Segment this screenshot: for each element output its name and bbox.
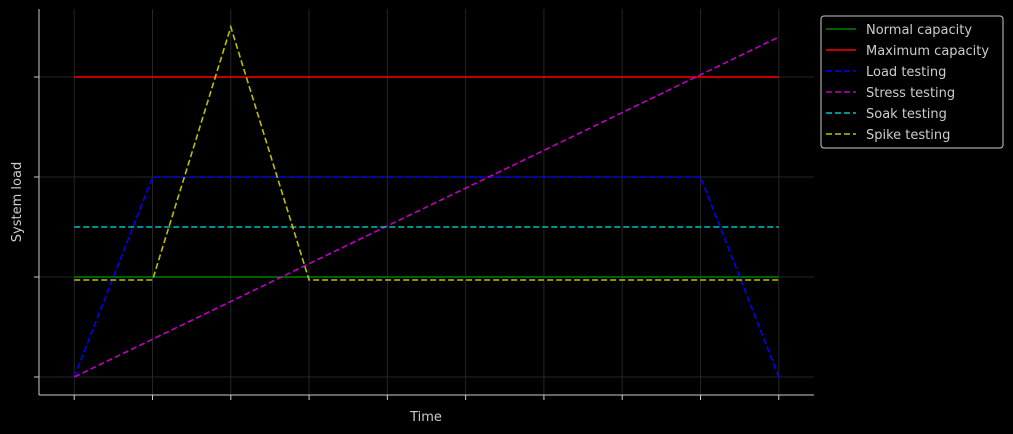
series-line-stress-testing	[73, 36, 780, 378]
legend-label-stress-testing: Stress testing	[866, 86, 955, 101]
legend: Normal capacity Maximum capacity Load test…	[820, 15, 1004, 149]
axes	[34, 9, 814, 400]
y-axis-label: System load	[10, 162, 25, 242]
legend-label-soak-testing: Soak testing	[866, 107, 947, 122]
legend-box	[820, 15, 1004, 149]
legend-label-maximum-capacity: Maximum capacity	[866, 44, 989, 59]
series-line-load-testing	[73, 176, 780, 378]
x-axis-label: Time	[409, 410, 442, 425]
legend-label-normal-capacity: Normal capacity	[866, 23, 972, 38]
legend-label-load-testing: Load testing	[866, 65, 946, 80]
series-group	[73, 24, 780, 378]
legend-label-spike-testing: Spike testing	[866, 128, 950, 143]
series-line-spike-testing	[74, 24, 779, 281]
plot-background	[39, 9, 814, 395]
